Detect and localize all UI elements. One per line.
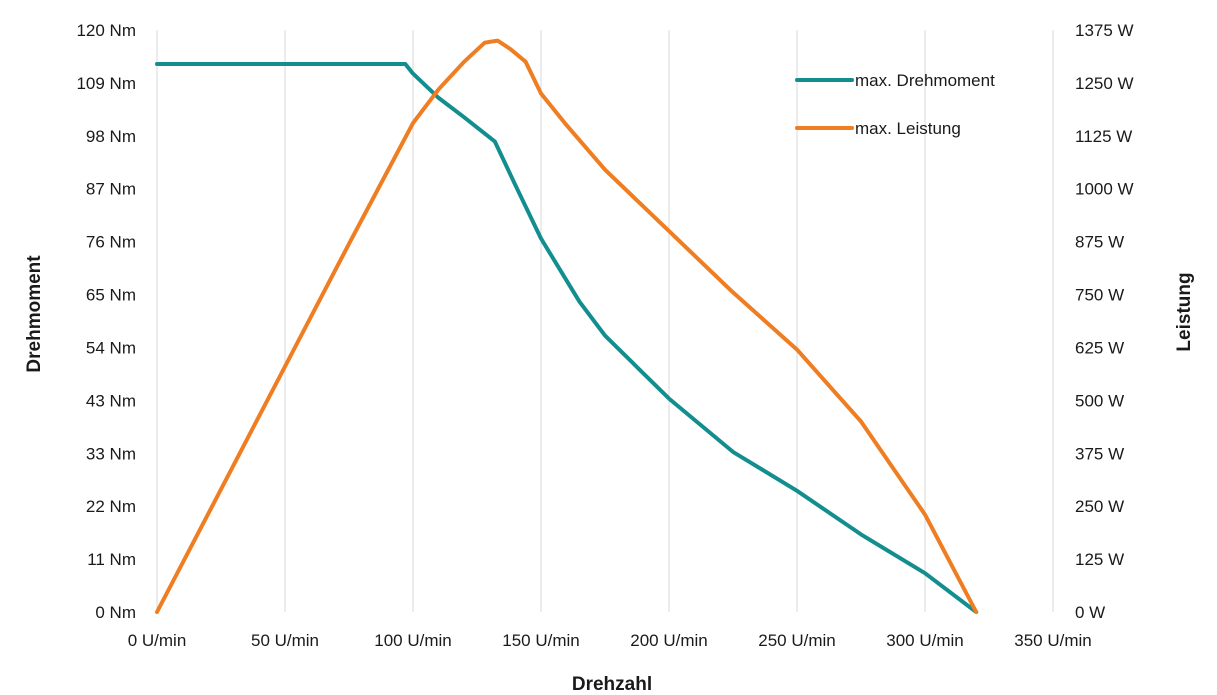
right-y-tick-label: 500 W (1075, 391, 1124, 410)
series-line-max-drehmoment (155, 62, 979, 614)
series-lines (155, 38, 979, 614)
x-tick-label: 150 U/min (502, 631, 579, 650)
x-tick-label: 250 U/min (758, 631, 835, 650)
x-tick-label: 0 U/min (128, 631, 187, 650)
right-y-axis-title: Leistung (1174, 272, 1195, 351)
right-y-tick-label: 1125 W (1075, 127, 1132, 146)
legend-label-max-drehmoment: max. Drehmoment (855, 71, 995, 90)
right-y-tick-label: 1375 W (1075, 21, 1134, 40)
left-y-tick-label: 22 Nm (86, 497, 136, 516)
left-y-tick-label: 98 Nm (86, 127, 136, 146)
left-y-tick-label: 87 Nm (86, 180, 136, 199)
legend: max. Drehmoment max. Leistung (795, 71, 995, 138)
right-y-tick-label: 625 W (1075, 338, 1124, 357)
series-line-max-leistung (155, 38, 979, 614)
left-y-tick-label: 11 Nm (87, 550, 136, 569)
right-y-tick-label: 125 W (1075, 550, 1124, 569)
x-axis-title: Drehzahl (572, 674, 652, 695)
vertical-gridlines (156, 30, 1054, 612)
left-y-axis-title: Drehmoment (24, 255, 45, 373)
x-tick-label: 300 U/min (886, 631, 963, 650)
left-y-tick-label: 120 Nm (76, 21, 136, 40)
left-y-tick-label: 65 Nm (86, 286, 136, 305)
left-y-tick-label: 76 Nm (86, 233, 136, 252)
left-y-tick-label: 109 Nm (76, 74, 136, 93)
left-y-tick-label: 54 Nm (86, 338, 136, 357)
right-y-tick-label: 0 W (1075, 603, 1105, 622)
x-axis-tick-labels: 0 U/min 50 U/min 100 U/min 150 U/min 200 U/m… (128, 631, 1092, 650)
x-tick-label: 100 U/min (374, 631, 451, 650)
left-y-tick-label: 33 Nm (86, 444, 136, 463)
x-tick-label: 350 U/min (1014, 631, 1091, 650)
right-y-tick-label: 1250 W (1075, 74, 1134, 93)
right-y-axis-tick-labels: 0 W 125 W 250 W 375 W 500 W 625 W 750 W 875 W 10… (1075, 21, 1134, 622)
right-y-tick-label: 250 W (1075, 497, 1124, 516)
x-tick-label: 200 U/min (630, 631, 707, 650)
right-y-tick-label: 375 W (1075, 444, 1124, 463)
right-y-tick-label: 1000 W (1075, 180, 1134, 199)
right-y-tick-label: 750 W (1075, 286, 1124, 305)
x-tick-label: 50 U/min (251, 631, 319, 650)
right-y-tick-label: 875 W (1075, 233, 1124, 252)
legend-label-max-leistung: max. Leistung (855, 119, 961, 138)
left-y-tick-label: 43 Nm (86, 391, 136, 410)
left-y-tick-label: 0 Nm (95, 603, 136, 622)
left-y-axis-tick-labels: 0 Nm 11 Nm 22 Nm 33 Nm 43 Nm 54 Nm 65 Nm 76 Nm 8… (76, 21, 136, 622)
